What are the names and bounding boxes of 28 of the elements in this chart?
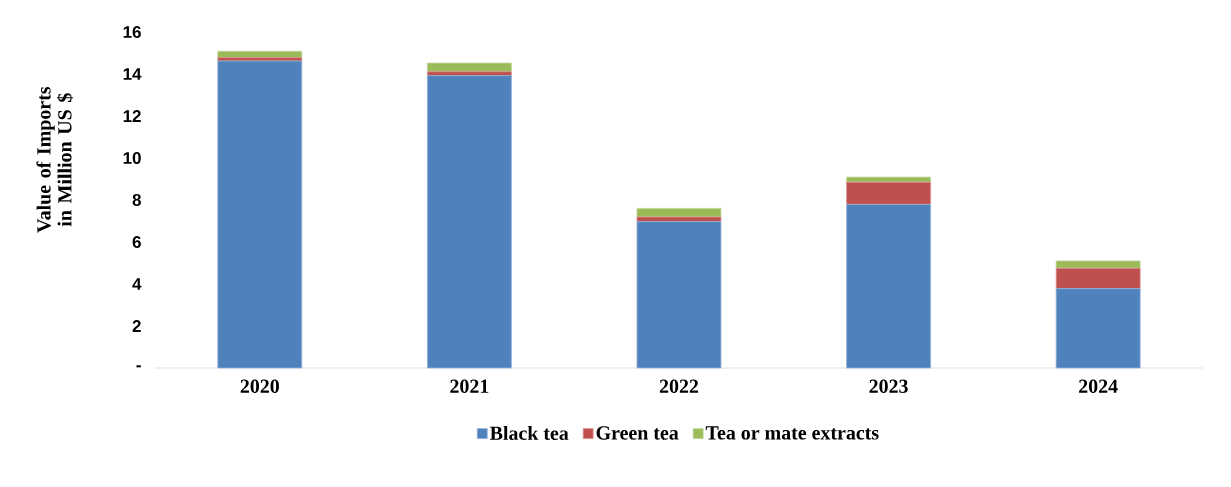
bar: [636, 216, 722, 223]
y-tick-label: 2: [132, 320, 141, 332]
bar: [1055, 260, 1141, 269]
bar: [426, 75, 512, 369]
legend-label: Green tea: [596, 426, 679, 440]
bar: [217, 60, 303, 369]
x-tick-label: 2022: [659, 379, 699, 393]
legend-label: Tea or mate extracts: [705, 426, 879, 440]
bar: [1055, 288, 1141, 369]
y-tick-label: 6: [132, 236, 141, 248]
y-tick-label: 8: [132, 194, 141, 206]
x-tick-label: 2021: [450, 379, 489, 393]
y-tick-label: 14: [123, 68, 142, 80]
y-tick-label: 12: [123, 110, 141, 122]
y-tick-label: -: [136, 365, 141, 368]
y-axis-title: Value of Imports in Million US $: [36, 86, 73, 233]
bar: [426, 62, 512, 73]
x-tick-label: 2020: [240, 379, 279, 393]
y-tick-label: 10: [123, 152, 141, 164]
bar: [846, 204, 931, 369]
legend-label: Black tea: [489, 425, 569, 440]
bar: [846, 181, 931, 205]
x-tick-label: 2024: [1079, 379, 1118, 393]
bar: [1055, 267, 1141, 290]
y-tick-label: 4: [132, 278, 142, 290]
bar: [636, 221, 722, 369]
y-tick-label: 16: [123, 26, 141, 38]
x-tick-label: 2023: [869, 379, 908, 393]
